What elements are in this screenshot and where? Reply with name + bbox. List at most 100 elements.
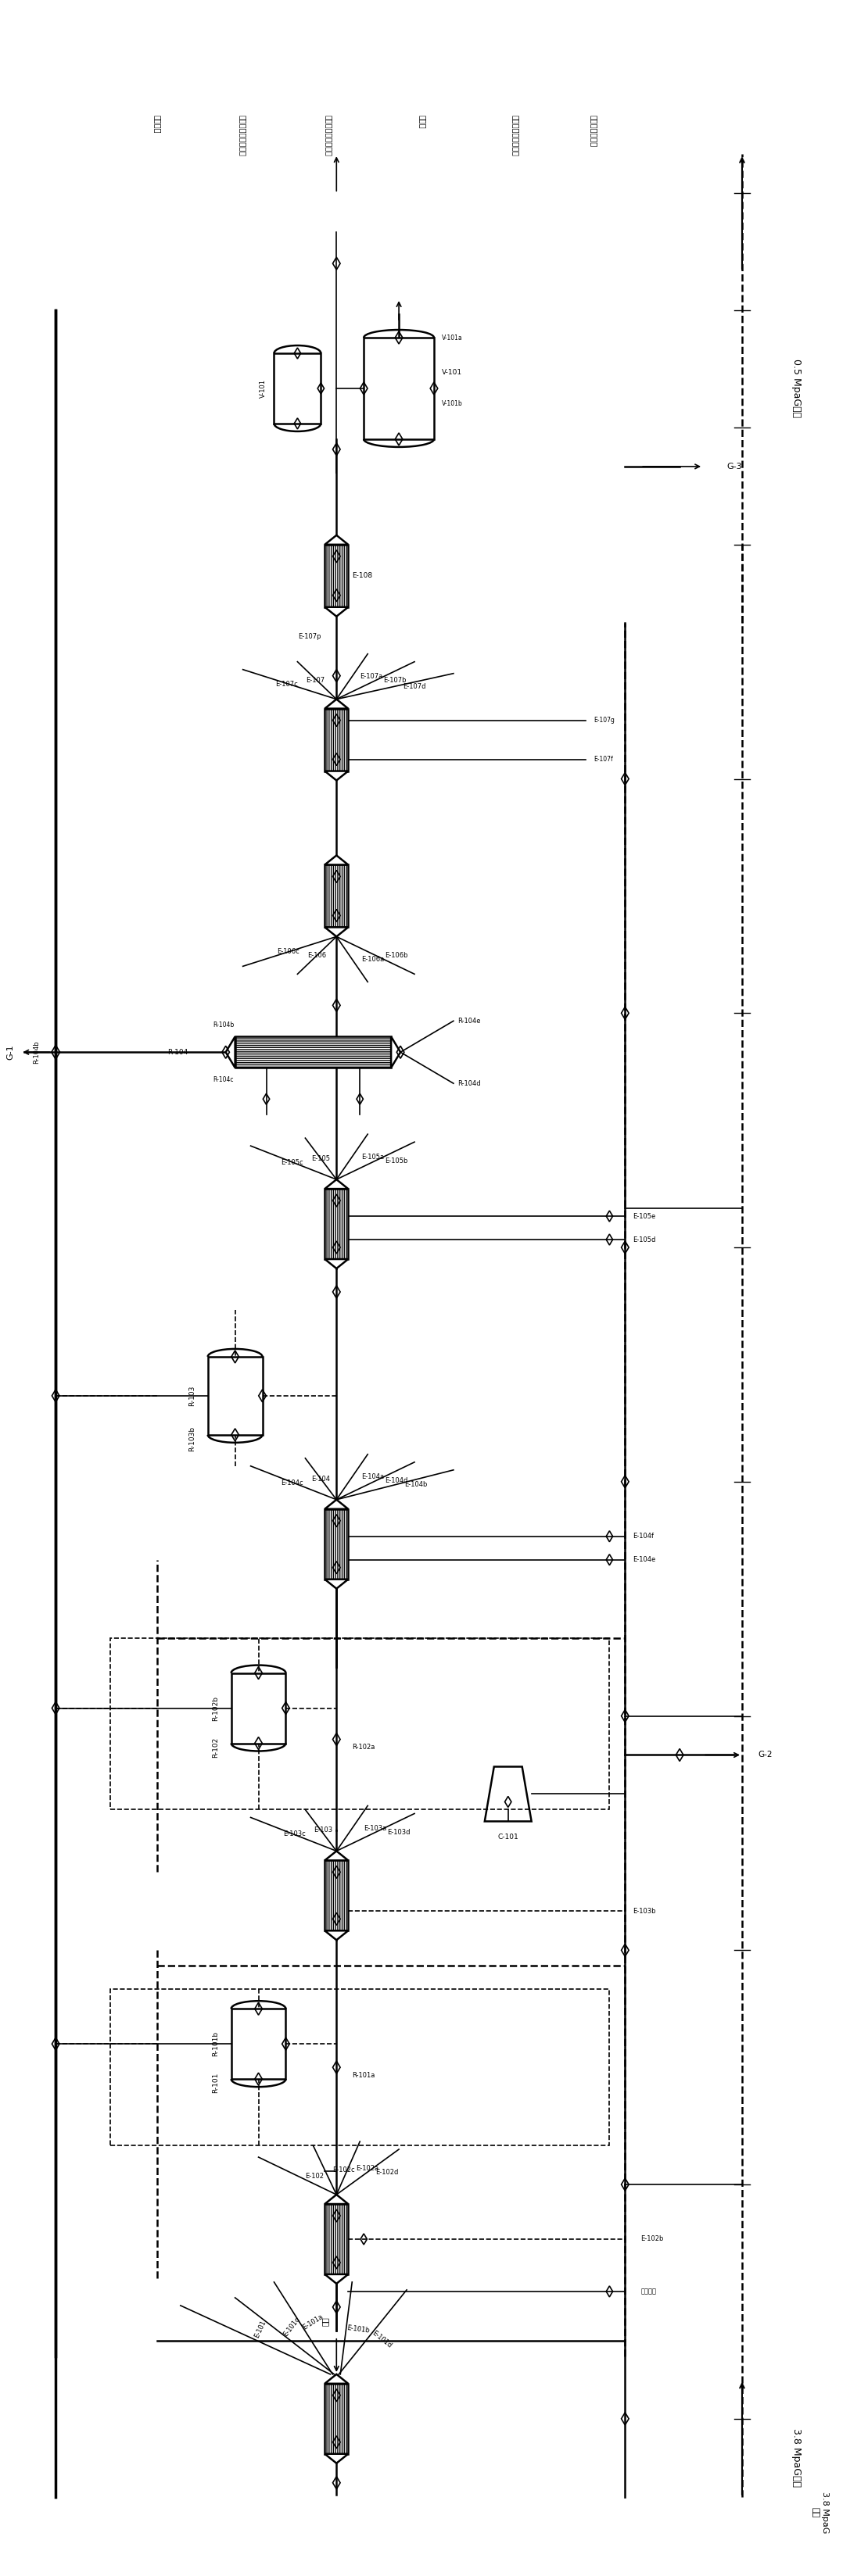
Text: E-103a: E-103a (364, 1824, 387, 1832)
Polygon shape (325, 1260, 348, 1267)
Text: E-106: E-106 (308, 951, 326, 958)
Text: E-104d: E-104d (385, 1479, 408, 1484)
Text: 锅炉给水: 锅炉给水 (153, 116, 161, 134)
Text: E-102: E-102 (305, 2172, 324, 2179)
Text: E-107f: E-107f (594, 755, 613, 762)
Polygon shape (325, 1852, 348, 1860)
Polygon shape (325, 770, 348, 781)
Text: R-101b: R-101b (212, 2032, 219, 2056)
Text: E-107b: E-107b (383, 677, 406, 685)
Text: R-102: R-102 (212, 1736, 219, 1757)
Text: E-104f: E-104f (633, 1533, 654, 1540)
Text: R-104e: R-104e (457, 1018, 480, 1025)
Text: 3.8 MpaG萤汽: 3.8 MpaG萤汽 (791, 2429, 802, 2486)
Bar (325, 1190, 348, 1260)
Polygon shape (325, 1579, 348, 1589)
Text: 重沸器: 重沸器 (418, 116, 426, 129)
Text: E-105c: E-105c (280, 1159, 303, 1167)
Polygon shape (226, 1036, 235, 1069)
Text: R-102a: R-102a (352, 1744, 375, 1752)
Text: R-104d: R-104d (457, 1079, 480, 1087)
Text: C-101: C-101 (497, 1834, 518, 1839)
Polygon shape (325, 1929, 348, 1940)
Polygon shape (325, 2275, 348, 2285)
Text: E-107c: E-107c (275, 680, 297, 688)
Text: V-101a: V-101a (442, 335, 462, 340)
Polygon shape (325, 2455, 348, 2463)
Text: E-101: E-101 (253, 2318, 268, 2339)
Text: 0.5 MpaG萤汽: 0.5 MpaG萤汽 (791, 358, 802, 417)
Text: E-101b: E-101b (346, 2324, 370, 2334)
Text: E-107p: E-107p (298, 634, 320, 641)
Polygon shape (325, 1180, 348, 1190)
Bar (231, 1672, 286, 1744)
Text: E-102b: E-102b (641, 2236, 664, 2244)
Text: E-102d: E-102d (376, 2169, 399, 2177)
Text: R-102b: R-102b (212, 1695, 219, 1721)
Bar (325, 2383, 348, 2455)
Text: E-108: E-108 (352, 572, 372, 580)
Text: R-104c: R-104c (213, 1077, 234, 1082)
Bar (235, 1036, 391, 1069)
Text: G-2: G-2 (757, 1752, 772, 1759)
Text: G-3: G-3 (727, 464, 742, 471)
Bar (231, 2009, 286, 2079)
Text: E-105d: E-105d (633, 1236, 656, 1244)
Text: E-101c: E-101c (282, 2316, 302, 2336)
Bar (325, 1510, 348, 1579)
Text: G-1: G-1 (7, 1043, 14, 1059)
Text: 自产萤汽发生器回路: 自产萤汽发生器回路 (512, 116, 520, 157)
Polygon shape (391, 1036, 400, 1069)
Text: E-103b: E-103b (633, 1909, 656, 1914)
Text: E-104c: E-104c (280, 1479, 303, 1486)
Text: E-104a: E-104a (361, 1473, 384, 1481)
Text: 工艺气冷凝水汽提塔: 工艺气冷凝水汽提塔 (325, 116, 332, 157)
Text: R-101: R-101 (212, 2074, 219, 2094)
Text: R-104b: R-104b (32, 1041, 40, 1064)
Text: R-103b: R-103b (189, 1427, 195, 1450)
Bar (364, 337, 434, 438)
Text: E-104: E-104 (311, 1476, 331, 1481)
Bar (110, 1989, 609, 2146)
Polygon shape (325, 536, 348, 544)
Bar (325, 544, 348, 608)
Polygon shape (325, 927, 348, 938)
Text: 循环水～: 循环水～ (641, 2287, 656, 2295)
Polygon shape (325, 855, 348, 866)
Text: E-103c: E-103c (283, 1832, 305, 1837)
Text: R-101a: R-101a (352, 2071, 375, 2079)
Text: E-107: E-107 (306, 677, 325, 685)
Bar (274, 353, 320, 422)
Text: E-101a: E-101a (302, 2313, 325, 2331)
Bar (325, 866, 348, 927)
Text: 含烃污水回收罐: 含烃污水回收罐 (590, 116, 598, 147)
Text: V-101: V-101 (259, 379, 266, 397)
Text: E-104e: E-104e (633, 1556, 655, 1564)
Polygon shape (325, 2195, 348, 2205)
Text: E-106a: E-106a (361, 956, 384, 963)
Text: E-107g: E-107g (594, 716, 615, 724)
Text: E-105a: E-105a (361, 1154, 384, 1159)
Text: V-101b: V-101b (442, 399, 462, 407)
Text: E-107d: E-107d (403, 683, 426, 690)
Bar (110, 1638, 609, 1808)
Text: R-104b: R-104b (212, 1020, 234, 1028)
Text: E-102a: E-102a (356, 2164, 379, 2172)
Polygon shape (325, 2375, 348, 2383)
Text: E-104b: E-104b (405, 1481, 428, 1489)
Text: E-105e: E-105e (633, 1213, 655, 1218)
Text: V-101: V-101 (442, 368, 462, 376)
Text: 3.8 MpaG
蒸汽: 3.8 MpaG 蒸汽 (812, 2491, 829, 2532)
Text: 原气: 原气 (320, 2316, 329, 2326)
Text: E-106c: E-106c (276, 948, 299, 956)
Bar (325, 708, 348, 770)
Text: E-101d: E-101d (371, 2329, 393, 2349)
Polygon shape (325, 698, 348, 708)
Text: E-107a: E-107a (360, 672, 382, 680)
Polygon shape (325, 1499, 348, 1510)
Text: E-103d: E-103d (387, 1829, 411, 1837)
Text: E-103: E-103 (314, 1826, 332, 1834)
Text: E-105b: E-105b (385, 1157, 408, 1164)
Text: E-106b: E-106b (385, 951, 408, 958)
Text: E-105: E-105 (311, 1154, 331, 1162)
